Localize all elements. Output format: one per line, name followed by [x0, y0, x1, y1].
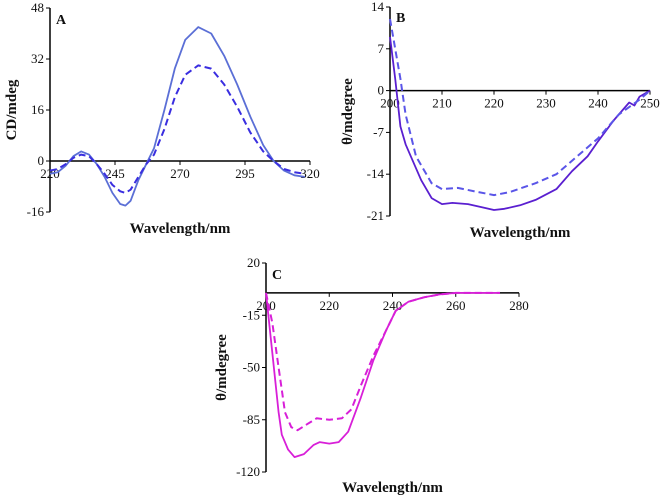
x-axis-label: Wavelength/nm	[130, 221, 231, 237]
y-tick-label: -14	[367, 166, 385, 181]
x-tick-label: 210	[432, 96, 452, 111]
series-line-solid	[389, 36, 651, 211]
y-tick-label: 16	[31, 102, 45, 117]
y-tick-label: 0	[378, 83, 385, 98]
y-tick-label: -120	[236, 464, 260, 479]
x-tick-label: 320	[300, 166, 320, 181]
y-tick-label: -7	[373, 124, 384, 139]
panel-B: -21 -14 -7 0 7 14 200 210 220 230 240 250 Wavelength…	[340, 0, 660, 241]
panel-label: B	[396, 11, 405, 26]
y-axis-label: θ/mdegree	[340, 78, 356, 145]
y-tick-label: -50	[243, 360, 260, 375]
y-tick-label: 20	[247, 255, 260, 270]
y-tick-label: -15	[243, 307, 260, 322]
panel-C: -120 -85 -50 -15 20 200 220 240 260 280 Wavelength…	[214, 255, 529, 496]
x-tick-label: 260	[446, 298, 466, 313]
x-tick-label: 240	[383, 298, 403, 313]
x-axis-label: Wavelength/nm	[470, 225, 571, 241]
x-tick-label: 270	[170, 166, 190, 181]
x-axis-label: Wavelength/nm	[342, 480, 443, 496]
y-tick-label: -21	[367, 208, 384, 223]
y-tick-label: 32	[31, 51, 44, 66]
x-tick-label: 245	[105, 166, 125, 181]
y-tick-label: 7	[378, 41, 385, 56]
series-line-dashed	[265, 291, 500, 432]
x-tick-label: 250	[640, 96, 660, 111]
y-axis-label: θ/mdegree	[214, 334, 230, 401]
series-line-dashed	[389, 18, 651, 197]
x-tick-label: 280	[509, 298, 529, 313]
series-line-dashed	[49, 64, 305, 194]
x-tick-label: 200	[380, 96, 400, 111]
panel-label: A	[56, 13, 67, 28]
y-tick-label: -16	[27, 204, 45, 219]
y-tick-label: 0	[38, 153, 45, 168]
panel-label: C	[272, 268, 282, 283]
series-line-solid	[265, 292, 500, 458]
series-line-solid	[49, 26, 305, 207]
x-tick-label: 220	[320, 298, 340, 313]
y-tick-label: 14	[371, 0, 385, 14]
x-tick-label: 240	[588, 96, 608, 111]
y-axis-label: CD/mdeg	[4, 79, 20, 140]
y-tick-label: 48	[31, 0, 44, 15]
x-tick-label: 220	[484, 96, 504, 111]
x-tick-label: 295	[235, 166, 255, 181]
x-tick-label: 230	[536, 96, 556, 111]
x-tick-label: 200	[256, 298, 276, 313]
y-tick-label: -85	[243, 412, 260, 427]
